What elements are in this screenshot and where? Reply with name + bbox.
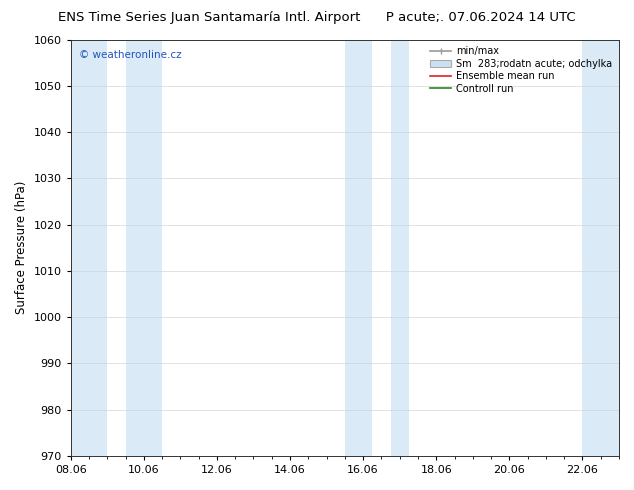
Bar [71, 40, 107, 456]
Text: © weatheronline.cz: © weatheronline.cz [79, 50, 181, 60]
Text: ENS Time Series Juan Santamaría Intl. Airport      P acute;. 07.06.2024 14 UTC: ENS Time Series Juan Santamaría Intl. Ai… [58, 11, 576, 24]
Bar [126, 40, 162, 456]
Bar [583, 40, 619, 456]
Y-axis label: Surface Pressure (hPa): Surface Pressure (hPa) [15, 181, 28, 315]
Legend: min/max, Sm  283;rodatn acute; odchylka, Ensemble mean run, Controll run: min/max, Sm 283;rodatn acute; odchylka, … [428, 45, 614, 96]
Bar [391, 40, 409, 456]
Bar [345, 40, 372, 456]
